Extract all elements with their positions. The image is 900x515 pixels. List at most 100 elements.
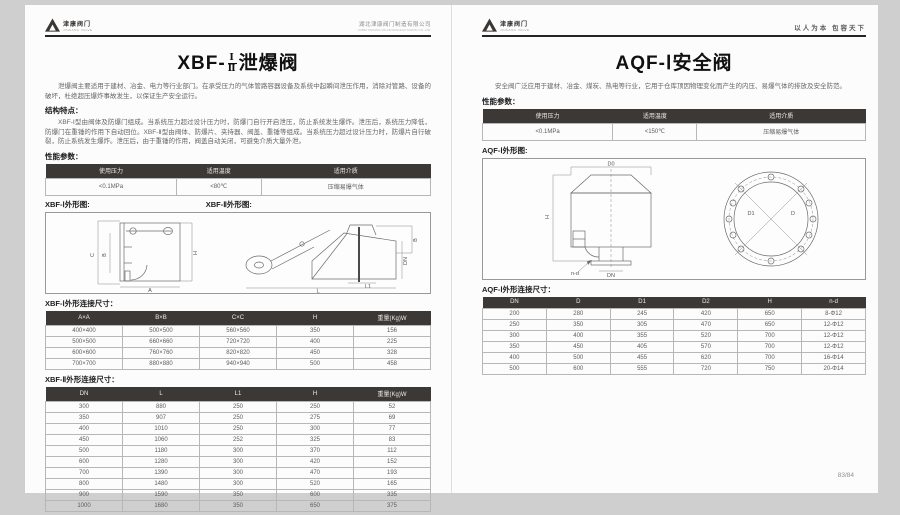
table-row: 400 500 455 620 700 16-Φ14 — [482, 351, 866, 364]
table-cell: 1680 — [122, 499, 200, 512]
table-cell: 350 — [276, 324, 354, 337]
table-cell: 1280 — [122, 455, 200, 468]
table-cell: 650 — [276, 499, 354, 512]
table-cell: 156 — [353, 324, 431, 337]
left-page: 津康阀门 JINKANG VALVE 湖北津康阀门制造有限公司 HUBEI JI… — [45, 15, 432, 515]
table-cell: 400 — [545, 329, 611, 342]
table-cell: 压缩易爆气体 — [260, 177, 432, 196]
aqf-diagram-label: AQF-Ⅰ外形图: — [482, 145, 528, 155]
table-cell: 760×760 — [122, 346, 200, 359]
table-cell: 500 — [45, 444, 123, 457]
table-header-cell: DN — [482, 296, 547, 308]
right-page-header: 津康阀门 JINKANG VALVE 以人为本 包容天下 — [482, 15, 866, 37]
table-header-cell: D — [546, 296, 611, 308]
dim-label: B — [413, 237, 419, 241]
table-cell: 500×500 — [45, 335, 123, 348]
table-cell: 165 — [353, 477, 431, 490]
table-cell: 820×820 — [199, 346, 277, 359]
table-cell: 555 — [609, 362, 675, 375]
table-header-cell: 适用介质 — [261, 163, 431, 178]
table-cell: 225 — [353, 335, 431, 348]
table-row: 600 1280 300 420 152 — [45, 455, 431, 468]
table-header-cell: DN — [45, 386, 123, 401]
features-heading: 结构特点： — [45, 106, 83, 115]
table-header-cell: C×C — [199, 310, 277, 325]
table-cell: 250 — [276, 400, 354, 413]
diagram1-label: XBF-Ⅰ外形图: — [45, 199, 90, 209]
table-cell: 500 — [276, 357, 354, 370]
table-cell: 1590 — [122, 488, 200, 501]
table-cell: 520 — [276, 477, 354, 490]
table-cell: 305 — [609, 318, 675, 331]
table-header-row: DN L L1 H 重量(Kg)W — [45, 386, 431, 401]
table-cell: 880×880 — [122, 357, 200, 370]
dim-label: L1 — [365, 284, 371, 290]
table-cell: 300 — [276, 422, 354, 435]
table-cell: 1060 — [122, 433, 200, 446]
table-cell: 520 — [673, 329, 739, 342]
dim-label: D0 — [607, 161, 614, 167]
table-header-cell: A×A — [45, 310, 123, 325]
table-cell: 250 — [199, 422, 277, 435]
table-row: 500 1180 300 370 112 — [45, 444, 431, 457]
dim-label: L — [316, 288, 319, 293]
table-cell: 405 — [609, 340, 675, 353]
table-cell: 700×700 — [45, 357, 123, 370]
table-cell: 450 — [545, 340, 611, 353]
table-cell: 16-Φ14 — [801, 351, 866, 364]
table-cell: 300 — [482, 329, 547, 342]
table-cell: 375 — [353, 499, 431, 512]
table-cell: 300 — [199, 455, 277, 468]
table-row: 500×500 660×660 720×720 400 225 — [45, 335, 431, 348]
table-cell: 350 — [482, 340, 547, 353]
table-cell: 300 — [199, 466, 277, 479]
table-row: 700×700 880×880 940×940 500 458 — [45, 357, 431, 370]
dim-label: H — [545, 214, 551, 218]
page-divider — [451, 5, 452, 493]
table-header-cell: H — [276, 386, 354, 401]
dim-label: B — [102, 252, 108, 256]
table-cell: 400 — [45, 422, 123, 435]
table-cell: 600×600 — [45, 346, 123, 359]
table-cell: 660×660 — [122, 335, 200, 348]
page-title-right: AQF-Ⅰ安全阀 — [615, 53, 733, 74]
dim-label: DN — [607, 273, 615, 279]
table-cell: <0.1MPa — [481, 122, 614, 141]
table-row: 600×600 760×760 820×820 450 328 — [45, 346, 431, 359]
dim-label: C — [90, 252, 96, 256]
table-row: 200 280 245 420 650 8-Φ12 — [482, 307, 866, 320]
title-prefix: XBF- — [177, 53, 226, 74]
table-header-cell: 使用压力 — [45, 163, 177, 178]
table-cell: 370 — [276, 444, 354, 457]
table-cell: 250 — [482, 318, 547, 331]
table-cell: 400 — [482, 351, 547, 364]
table-row: 900 1590 350 600 335 — [45, 488, 431, 501]
table-header-cell: 适用温度 — [612, 108, 697, 123]
table-cell: 245 — [609, 307, 675, 320]
table-cell: 325 — [276, 433, 354, 446]
params-table-right: 使用压力 适用温度 适用介质 <0.1MPa <150℃ 压缩易爆气体 — [481, 108, 866, 141]
table-cell: 700 — [737, 351, 803, 364]
page-number: 83/84 — [837, 472, 854, 479]
brand-logo: 津康阀门 JINKANG VALVE — [482, 18, 530, 32]
table-cell: 420 — [276, 455, 354, 468]
table-header-cell: 重量(Kg)W — [353, 310, 431, 325]
table-row: 250 350 305 470 650 12-Φ12 — [482, 318, 866, 331]
title-suffix: 泄爆阀 — [238, 53, 299, 74]
table-cell: 328 — [353, 346, 431, 359]
table-cell: 1180 — [122, 444, 200, 457]
table-cell: <0.1MPa — [45, 177, 177, 196]
table-header-cell: 重量(Kg)W — [353, 386, 431, 401]
right-page: 津康阀门 JINKANG VALVE 以人为本 包容天下 AQF-Ⅰ安全阀 安全… — [481, 15, 866, 378]
table-cell: 600 — [545, 362, 611, 375]
table-cell: 350 — [199, 488, 277, 501]
aqf-diagram-box: D0 H n-d DN — [482, 157, 866, 280]
dim-label: H — [193, 250, 199, 254]
table-row: 350 907 250 275 69 — [45, 411, 431, 424]
table-cell: 455 — [609, 351, 675, 364]
page-title-left: XBF- Ⅰ Ⅱ 泄爆阀 — [45, 48, 431, 75]
table-cell: 压缩易爆气体 — [696, 122, 866, 141]
table-row: 400 1010 250 300 77 — [45, 422, 431, 435]
